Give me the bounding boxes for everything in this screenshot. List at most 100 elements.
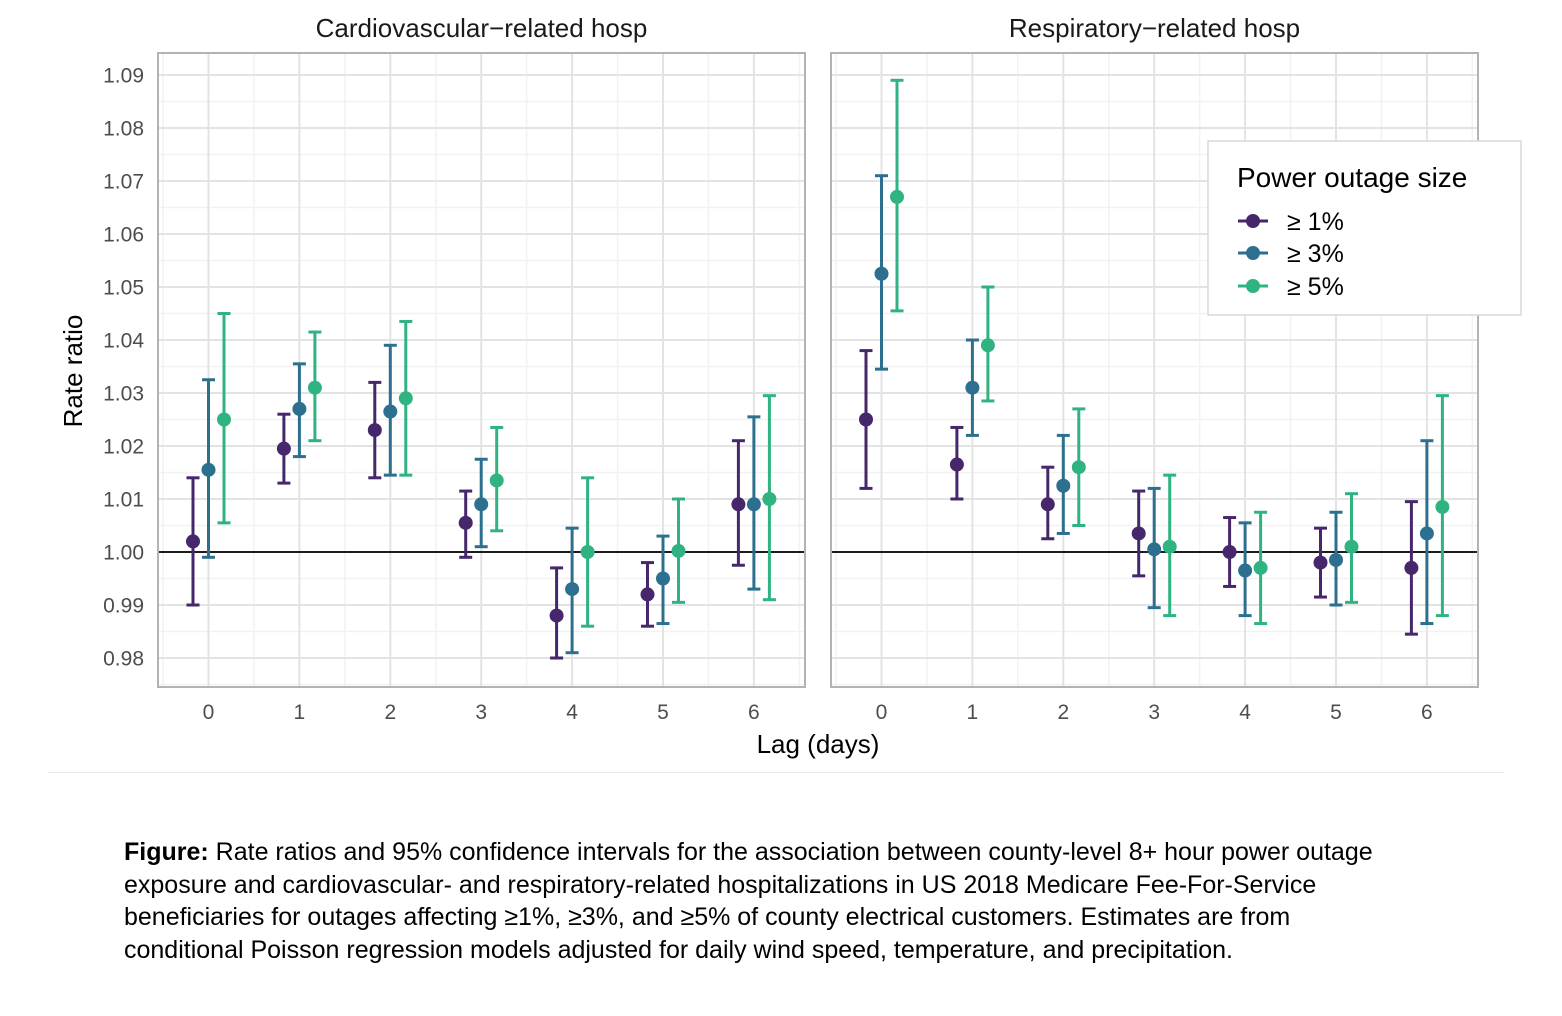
series-group xyxy=(859,349,1419,636)
y-tick-label: 1.02 xyxy=(103,436,144,459)
x-tick-label: 6 xyxy=(1421,701,1433,724)
y-axis-title: Rate ratio xyxy=(58,315,88,428)
estimate-point xyxy=(217,412,231,427)
legend-key xyxy=(1238,279,1268,293)
y-tick-label: 1.08 xyxy=(103,118,144,141)
facet-panel: Respiratory−related hosp 0 1 2 3 4 5 6 xyxy=(830,13,1479,724)
estimate-point xyxy=(1071,460,1086,475)
x-tick-label: 3 xyxy=(1148,701,1160,724)
estimate-point xyxy=(762,492,777,506)
estimate-point xyxy=(565,582,580,597)
x-tick-label: 0 xyxy=(876,701,888,724)
estimate-point xyxy=(201,462,216,477)
legend-key-point xyxy=(1246,214,1260,228)
y-tick-label: 0.99 xyxy=(103,595,144,618)
facet-panel: Cardiovascular−related hosp 0 1 2 3 4 5 6 xyxy=(157,13,806,724)
caption-text: Rate ratios and 95% confidence intervals… xyxy=(124,838,1373,964)
x-tick-label: 1 xyxy=(294,701,306,724)
legend-label: ≥ 5% xyxy=(1287,273,1344,301)
y-tick-label: 1.04 xyxy=(103,330,144,353)
estimate-point xyxy=(1131,526,1146,541)
legend-label: ≥ 3% xyxy=(1287,240,1344,268)
estimate-point xyxy=(949,457,964,472)
legend-label: ≥ 1% xyxy=(1287,208,1344,236)
series-group xyxy=(874,174,1434,626)
series-group xyxy=(201,343,761,655)
figure-divider xyxy=(48,772,1504,773)
estimate-point xyxy=(549,608,564,623)
estimate-point xyxy=(1056,478,1071,493)
legend-key-point xyxy=(1246,246,1260,260)
series-group xyxy=(186,380,746,660)
x-tick-label: 4 xyxy=(566,701,578,724)
legend-key xyxy=(1238,246,1268,260)
y-tick-label: 1.00 xyxy=(103,542,144,565)
estimate-point xyxy=(398,391,413,406)
estimate-point xyxy=(1040,497,1055,512)
estimate-point xyxy=(1162,539,1177,554)
estimate-point xyxy=(1147,542,1162,557)
y-axis: 0.98 0.99 1.00 1.01 1.02 1.03 1.04 1.05 1.06 1.07… xyxy=(103,65,144,671)
y-tick-label: 1.07 xyxy=(103,171,144,194)
facet-title: Respiratory−related hosp xyxy=(1009,13,1300,43)
estimate-point xyxy=(1238,563,1253,578)
x-tick-label: 6 xyxy=(748,701,760,724)
estimate-point xyxy=(890,189,904,204)
estimate-point xyxy=(1344,539,1359,554)
estimate-point xyxy=(980,338,995,353)
estimate-point xyxy=(656,571,670,586)
x-tick-label: 0 xyxy=(203,701,215,724)
estimate-point xyxy=(186,534,200,549)
estimate-point xyxy=(367,423,382,438)
estimate-point xyxy=(307,380,322,395)
estimate-point xyxy=(1222,545,1237,559)
estimate-point xyxy=(1419,526,1434,541)
estimate-point xyxy=(874,266,889,281)
estimate-point xyxy=(580,545,595,559)
x-tick-label: 2 xyxy=(384,701,396,724)
figure-caption: Figure: Rate ratios and 95% confidence i… xyxy=(124,836,1384,966)
estimate-point xyxy=(859,412,873,427)
legend: Power outage size ≥ 1% ≥ 3% ≥ 5% xyxy=(1207,140,1522,316)
x-tick-label: 5 xyxy=(1330,701,1342,724)
caption-label: Figure: xyxy=(124,838,209,866)
estimate-point xyxy=(965,380,980,395)
estimate-point xyxy=(1313,555,1328,570)
estimate-point xyxy=(1253,560,1268,575)
estimate-point xyxy=(458,515,473,530)
facet-title: Cardiovascular−related hosp xyxy=(316,13,648,43)
panel-border xyxy=(157,52,806,688)
series-group xyxy=(217,312,777,628)
estimate-point xyxy=(292,401,307,416)
x-tick-label: 3 xyxy=(475,701,487,724)
legend-key xyxy=(1238,214,1268,228)
estimate-point xyxy=(746,497,761,512)
estimate-point xyxy=(1435,499,1450,514)
estimate-point xyxy=(640,587,655,602)
legend-title: Power outage size xyxy=(1237,162,1467,193)
estimate-point xyxy=(731,497,746,512)
estimate-point xyxy=(276,441,291,456)
estimate-point xyxy=(474,497,489,512)
estimate-point xyxy=(383,404,398,419)
x-tick-label: 4 xyxy=(1239,701,1251,724)
y-tick-label: 1.01 xyxy=(103,489,144,512)
estimate-point xyxy=(489,473,504,488)
y-tick-label: 1.09 xyxy=(103,65,144,88)
y-tick-label: 1.05 xyxy=(103,277,144,300)
y-tick-label: 0.98 xyxy=(103,648,144,671)
y-tick-label: 1.03 xyxy=(103,383,144,406)
x-tick-label: 1 xyxy=(967,701,979,724)
x-tick-label: 5 xyxy=(657,701,669,724)
legend-key-point xyxy=(1246,279,1260,293)
series-group xyxy=(890,78,1450,626)
panel-border xyxy=(830,52,1479,688)
y-tick-label: 1.06 xyxy=(103,224,144,247)
estimate-point xyxy=(671,543,686,558)
x-axis-title: Lag (days) xyxy=(757,729,880,759)
x-tick-label: 2 xyxy=(1057,701,1069,724)
estimate-point xyxy=(1329,552,1343,567)
estimate-point xyxy=(1404,560,1419,575)
